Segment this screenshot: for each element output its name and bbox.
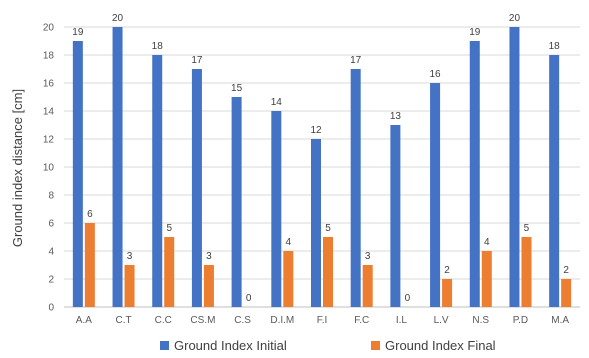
data-label-final: 6: [87, 209, 93, 220]
y-tick-label: 2: [48, 275, 54, 286]
legend-swatch-initial: [160, 341, 169, 350]
legend-swatch-final: [371, 341, 380, 350]
y-tick-label: 10: [43, 163, 55, 174]
x-tick-label: C.C: [155, 315, 172, 326]
data-label-final: 3: [127, 251, 133, 262]
y-tick-label: 6: [48, 219, 54, 230]
legend-label-final: Ground Index Final: [385, 338, 496, 353]
data-label-initial: 19: [72, 27, 84, 38]
x-tick-label: A.A: [76, 315, 92, 326]
data-label-initial: 18: [549, 41, 561, 52]
gridlines: [64, 26, 580, 308]
x-tick-label: M.A: [551, 315, 569, 326]
y-tick-label: 16: [43, 79, 55, 90]
bar-final: [164, 237, 175, 307]
x-tick-label: F.C: [354, 315, 369, 326]
data-label-initial: 17: [350, 55, 362, 66]
x-tick-label: I.L: [396, 315, 408, 326]
bar-final: [124, 265, 135, 307]
data-label-initial: 18: [152, 41, 164, 52]
bar-initial: [271, 111, 282, 307]
x-tick-label: L.V: [434, 315, 449, 326]
bar-initial: [430, 83, 441, 307]
bar-final: [84, 223, 95, 307]
bar-initial: [152, 55, 163, 307]
data-label-initial: 20: [112, 13, 124, 24]
legend-label-initial: Ground Index Initial: [174, 338, 287, 353]
x-tick-label: C.S: [234, 315, 251, 326]
bar-final: [561, 279, 572, 307]
x-axis-ticks: A.A C.T C.C CS.M C.S D.I.M F.I F.C I.L L.V N.S P.D M…: [76, 315, 570, 326]
bar-initial: [509, 27, 520, 307]
bar-final: [521, 237, 532, 307]
bars: [72, 27, 572, 307]
x-tick-label: CS.M: [190, 315, 215, 326]
x-tick-label: C.T: [115, 315, 131, 326]
x-tick-label: P.D: [513, 315, 528, 326]
data-label-final: 2: [444, 265, 450, 276]
data-label-final: 0: [246, 293, 252, 304]
bar-initial: [549, 55, 560, 307]
bar-initial: [72, 41, 83, 307]
bar-initial: [231, 97, 242, 307]
x-tick-label: D.I.M: [270, 315, 294, 326]
data-label-initial: 15: [231, 83, 243, 94]
data-label-final: 3: [206, 251, 212, 262]
data-labels: 19 6 20 3 18 5 17 3 15 0 14 4 12 5 17 3 13 0 16 2 19 4 20 5 18 2: [72, 13, 569, 304]
legend: Ground Index Initial Ground Index Final: [160, 338, 496, 353]
data-label-initial: 14: [271, 97, 283, 108]
data-label-final: 5: [166, 223, 172, 234]
data-label-final: 4: [286, 237, 292, 248]
data-label-initial: 13: [390, 111, 402, 122]
y-tick-label: 20: [43, 23, 55, 34]
bar-final: [362, 265, 373, 307]
bar-final: [323, 237, 333, 307]
y-tick-label: 0: [48, 303, 54, 314]
y-tick-label: 12: [43, 135, 55, 146]
bar-initial: [112, 27, 123, 307]
bar-final: [283, 251, 294, 307]
data-label-initial: 17: [191, 55, 203, 66]
data-label-initial: 16: [430, 69, 442, 80]
y-tick-label: 4: [48, 247, 54, 258]
data-label-final: 3: [365, 251, 371, 262]
bar-initial: [390, 125, 401, 307]
bar-initial: [311, 139, 321, 307]
x-tick-label: N.S: [472, 315, 489, 326]
y-axis-title: Ground index distance [cm]: [10, 89, 25, 247]
y-tick-label: 18: [43, 51, 55, 62]
data-label-final: 5: [325, 223, 331, 234]
bar-initial: [350, 69, 361, 307]
data-label-final: 4: [484, 237, 490, 248]
bar-final: [203, 265, 214, 307]
data-label-initial: 20: [509, 13, 521, 24]
bar-initial: [469, 41, 480, 307]
bar-final: [442, 279, 453, 307]
x-tick-label: F.I: [317, 315, 328, 326]
data-label-final: 5: [524, 223, 530, 234]
data-label-final: 0: [405, 293, 411, 304]
y-tick-label: 8: [48, 191, 54, 202]
bar-initial: [191, 69, 202, 307]
y-tick-label: 14: [43, 107, 55, 118]
bar-final: [481, 251, 492, 307]
data-label-initial: 19: [469, 27, 481, 38]
y-axis-ticks: 0 2 4 6 8 10 12 14 16 18 20: [43, 23, 55, 314]
data-label-final: 2: [563, 265, 569, 276]
data-label-initial: 12: [310, 125, 322, 136]
